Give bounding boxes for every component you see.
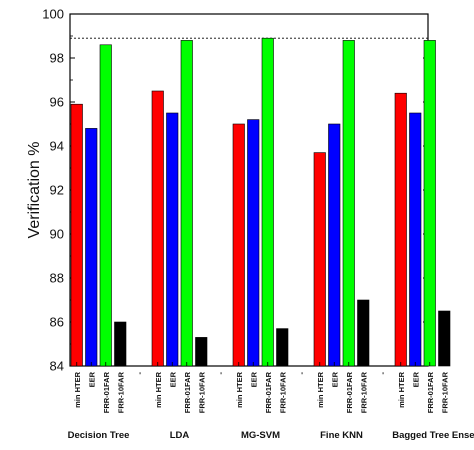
x-tick-label: FRR-01FAR [426, 371, 435, 413]
x-tick-label: FRR-10FAR [116, 371, 125, 413]
y-tick-label: 92 [50, 183, 64, 198]
bar-bagged-tree-ensemble-eer [409, 112, 422, 367]
x-tick-label: min HTER [235, 371, 244, 407]
y-tick-label: 98 [50, 51, 64, 66]
bar-mg-svm-eer [247, 119, 260, 367]
separator-label: - [378, 372, 387, 375]
x-tick-label: min HTER [154, 371, 163, 407]
separator-label: - [297, 372, 306, 375]
group-label: Bagged Tree Ensemble [392, 430, 474, 441]
bar-lda-frr-10far [195, 337, 208, 367]
x-tick-label: EER [249, 371, 258, 387]
x-tick-label: min HTER [397, 371, 406, 407]
y-axis-title: Verification % [26, 142, 43, 239]
bar-fine-knn-min-hter [313, 152, 326, 367]
y-tick-label: 86 [50, 315, 64, 330]
x-tick-label: EER [330, 371, 339, 387]
x-tick-label: FRR-01FAR [345, 371, 354, 413]
bar-bagged-tree-ensemble-frr-10far [438, 310, 451, 367]
x-tick-label: FRR-10FAR [197, 371, 206, 413]
y-tick-label: 94 [50, 139, 64, 154]
x-tick-label: min HTER [316, 371, 325, 407]
separator-label: - [216, 372, 225, 375]
group-label: LDA [170, 430, 190, 441]
y-tick-label: 90 [50, 227, 64, 242]
bar-mg-svm-frr-01far [261, 37, 274, 367]
bar-fine-knn-eer [328, 123, 341, 367]
y-tick-label: 88 [50, 271, 64, 286]
group-label: Fine KNN [320, 430, 363, 441]
bar-fine-knn-frr-10far [357, 299, 370, 367]
bar-decision-tree-eer [85, 128, 98, 367]
bar-decision-tree-frr-10far [114, 321, 127, 367]
bar-mg-svm-frr-10far [276, 328, 289, 367]
x-tick-label: EER [168, 371, 177, 387]
bar-lda-min-hter [151, 90, 164, 367]
bar-lda-frr-01far [180, 40, 193, 367]
group-label: MG-SVM [241, 430, 280, 441]
x-tick-label: EER [411, 371, 420, 387]
x-tick-label: min HTER [73, 371, 82, 407]
bar-lda-eer [166, 112, 179, 367]
x-tick-label: FRR-01FAR [264, 371, 273, 413]
x-tick-label: FRR-10FAR [440, 371, 449, 413]
y-tick-label: 100 [42, 7, 64, 22]
bar-fine-knn-frr-01far [342, 40, 355, 367]
y-tick-label: 96 [50, 95, 64, 110]
bar-decision-tree-frr-01far [99, 44, 112, 367]
x-tick-label: FRR-01FAR [102, 371, 111, 413]
bar-mg-svm-min-hter [232, 123, 245, 367]
x-tick-label: FRR-10FAR [278, 371, 287, 413]
bar-bagged-tree-ensemble-frr-01far [423, 40, 436, 367]
x-tick-label: FRR-10FAR [359, 371, 368, 413]
separator-label: - [135, 372, 144, 375]
x-tick-label: EER [87, 371, 96, 387]
x-tick-label: FRR-01FAR [183, 371, 192, 413]
group-label: Decision Tree [68, 430, 130, 441]
y-tick-label: 84 [50, 359, 64, 374]
bar-decision-tree-min-hter [70, 103, 83, 367]
bar-bagged-tree-ensemble-min-hter [394, 92, 407, 367]
